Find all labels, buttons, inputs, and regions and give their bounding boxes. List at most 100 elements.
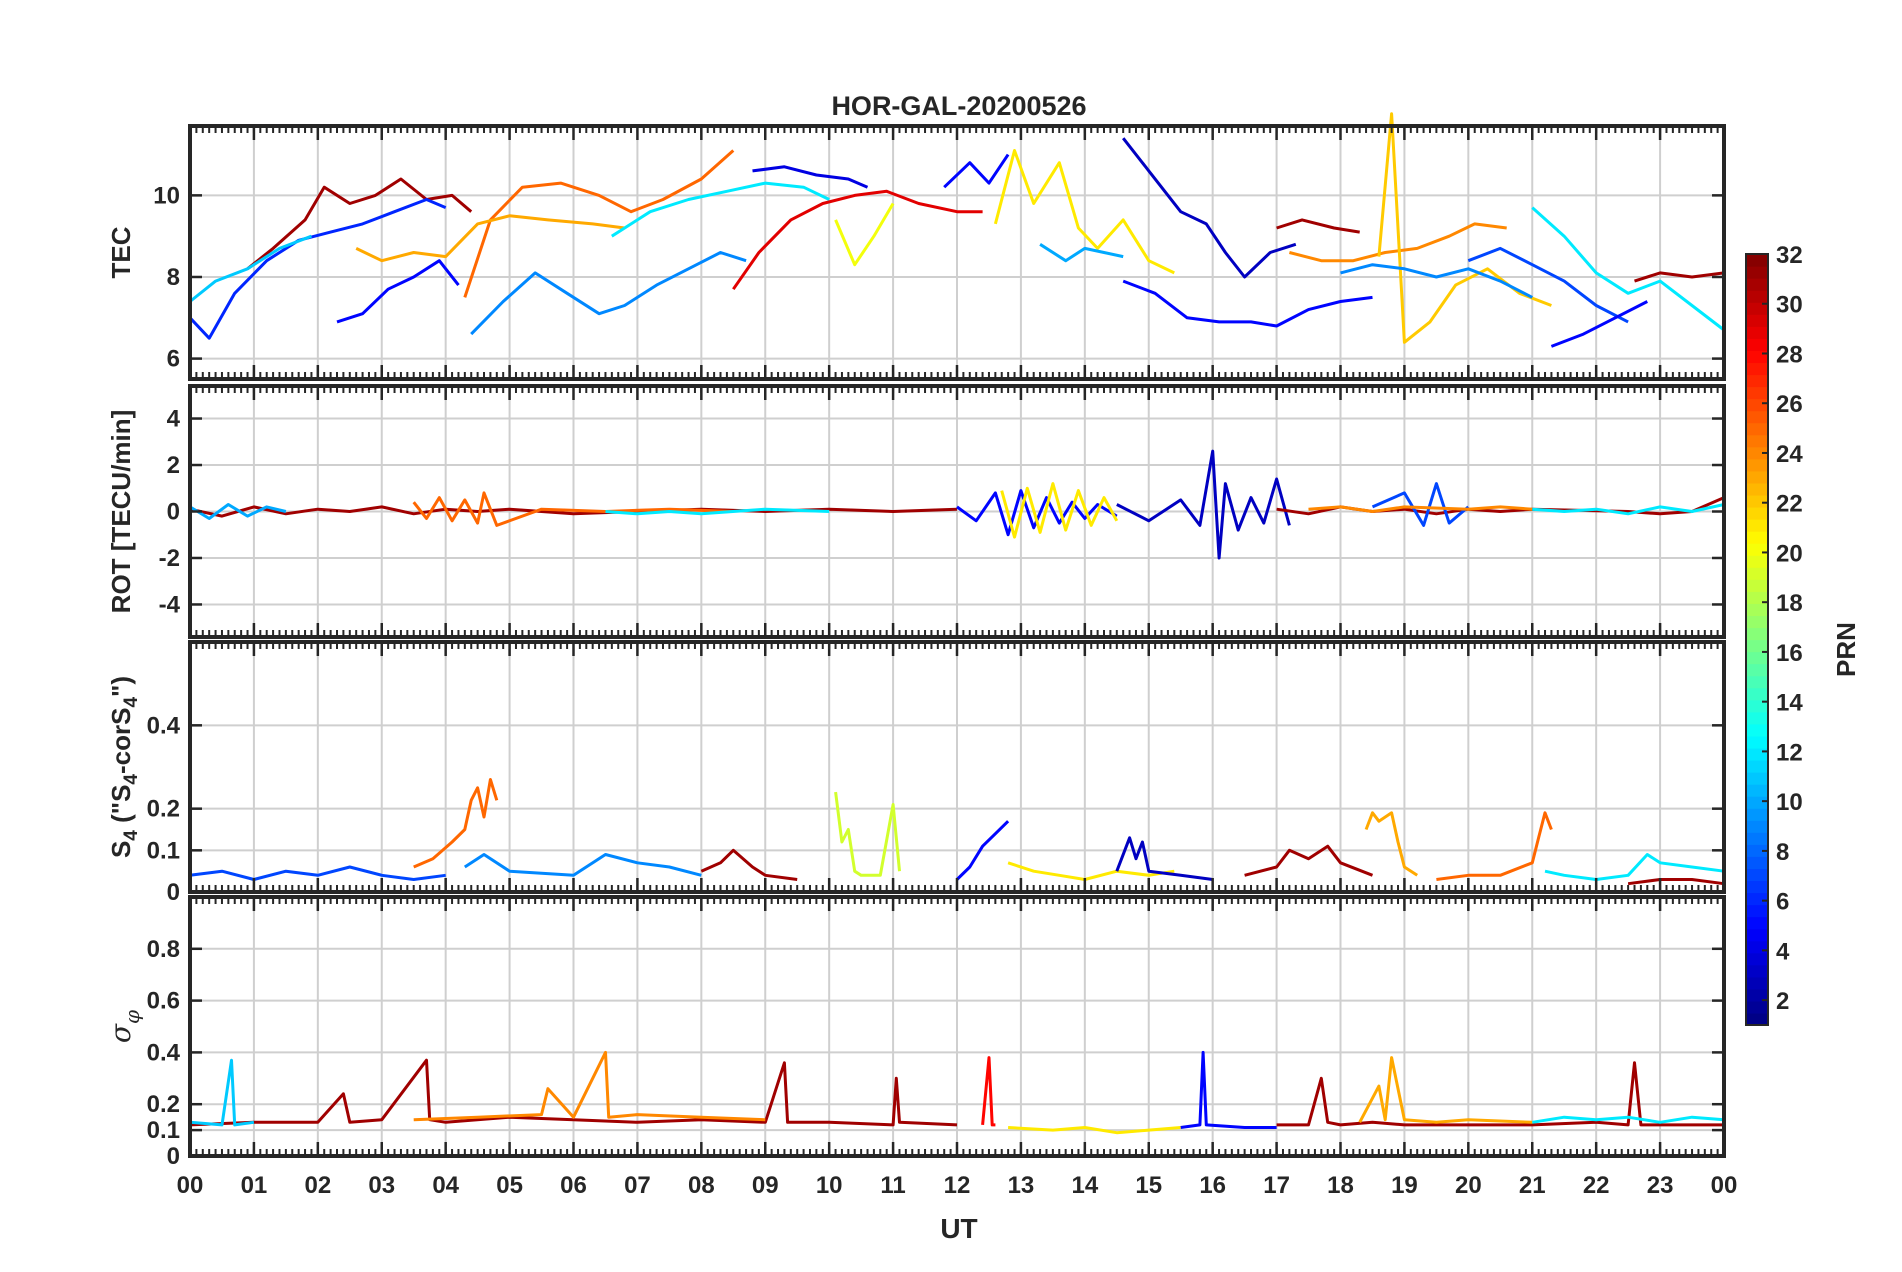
colorbar-segment xyxy=(1746,796,1768,809)
colorbar-tick-label: 12 xyxy=(1776,739,1803,766)
series-line-prn-24 xyxy=(1308,505,1533,513)
colorbar-segment xyxy=(1746,784,1768,797)
colorbar-segment xyxy=(1746,470,1768,484)
series-line-prn-12 xyxy=(1532,1115,1725,1124)
y-tick-label: 0.2 xyxy=(147,1091,180,1118)
series-line-prn-31 xyxy=(1634,271,1725,283)
series-line-prn-31 xyxy=(1627,878,1725,886)
colorbar-tick-label: 32 xyxy=(1776,242,1803,269)
colorbar-segment xyxy=(1746,940,1768,954)
x-tick-label: 04 xyxy=(432,1172,459,1199)
series-line-prn-28 xyxy=(981,1056,996,1127)
colorbar-segment xyxy=(1746,555,1768,568)
colorbar-segment xyxy=(1746,434,1768,448)
colorbar-segment xyxy=(1746,663,1768,677)
colorbar-segment xyxy=(1746,916,1768,930)
series-line-prn-19 xyxy=(834,791,901,877)
y-tick-label: 4 xyxy=(167,406,181,433)
y-tick-label: 0.1 xyxy=(147,837,180,864)
y-tick-label: 10 xyxy=(153,182,180,209)
colorbar-segment xyxy=(1746,988,1768,1002)
x-axis-label: UT xyxy=(940,1213,977,1244)
colorbar-segment xyxy=(1746,458,1768,472)
x-tick-label: 19 xyxy=(1391,1172,1418,1199)
colorbar-segment xyxy=(1746,856,1768,869)
x-tick-label: 01 xyxy=(241,1172,268,1199)
x-tick-label: 20 xyxy=(1455,1172,1482,1199)
colorbar-segment xyxy=(1746,1012,1768,1026)
x-tick-label: 18 xyxy=(1327,1172,1354,1199)
x-tick-label: 09 xyxy=(752,1172,779,1199)
x-tick-label: 23 xyxy=(1647,1172,1674,1199)
colorbar-tick-label: 6 xyxy=(1776,889,1789,916)
colorbar-segment xyxy=(1746,735,1768,749)
panel-rot: -4 -2 0 2 4 ROT [TECU/min] xyxy=(106,384,1726,639)
colorbar-tick-label: 22 xyxy=(1776,491,1803,518)
colorbar-segment xyxy=(1746,832,1768,845)
series-line-prn-12 xyxy=(1544,853,1725,881)
colorbar-segment xyxy=(1746,820,1768,833)
colorbar-tick-label: 2 xyxy=(1776,988,1789,1015)
series-line-prn-29 xyxy=(732,189,983,291)
series-group xyxy=(188,112,1725,348)
colorbar-segment xyxy=(1746,254,1768,267)
x-tick-label: 08 xyxy=(688,1172,715,1199)
colorbar-segment xyxy=(1746,711,1768,725)
series-line-prn-31 xyxy=(1244,844,1374,877)
series-group xyxy=(189,1050,1725,1135)
y-axis-label-rot: ROT [TECU/min] xyxy=(106,410,136,614)
series-line-prn-24 xyxy=(1289,222,1507,263)
colorbar-segment xyxy=(1746,904,1768,918)
colorbar-segment xyxy=(1746,639,1768,653)
series-line-prn-9 xyxy=(470,251,747,336)
y-tick-label: 0 xyxy=(167,499,180,526)
colorbar-segment xyxy=(1746,531,1768,544)
colorbar-segment xyxy=(1746,808,1768,821)
x-tick-label: 10 xyxy=(816,1172,843,1199)
series-line-prn-12 xyxy=(605,507,830,516)
colorbar-segment xyxy=(1746,747,1768,761)
colorbar-segment xyxy=(1746,278,1768,291)
series-line-prn-11 xyxy=(189,1058,255,1127)
colorbar-label: PRN xyxy=(1831,622,1861,677)
y-axis-label-tec: TEC xyxy=(106,226,136,278)
y-tick-label: 6 xyxy=(167,346,180,373)
colorbar-segment xyxy=(1746,302,1768,315)
series-line-prn-6 xyxy=(188,198,447,340)
colorbar-segment xyxy=(1746,567,1768,580)
x-tick-label: 15 xyxy=(1135,1172,1162,1199)
y-tick-label: 0.4 xyxy=(147,712,181,739)
series-line-prn-12 xyxy=(1531,206,1725,332)
series-line-prn-4 xyxy=(752,165,869,189)
y-tick-label: 0 xyxy=(167,1143,180,1170)
colorbar-tick-label: 8 xyxy=(1776,839,1789,866)
y-axis-label-sigma: σφ xyxy=(104,1010,144,1043)
series-line-prn-31 xyxy=(1276,218,1360,234)
colorbar-segment xyxy=(1746,928,1768,942)
colorbar-tick-label: 26 xyxy=(1776,391,1803,418)
colorbar-segment xyxy=(1746,326,1768,339)
series-line-prn-7 xyxy=(1467,246,1629,324)
series-line-prn-31 xyxy=(189,1058,958,1127)
series-group xyxy=(189,449,1725,560)
colorbar-segment xyxy=(1746,506,1768,520)
y-tick-label: 0.1 xyxy=(147,1117,180,1144)
series-line-prn-12 xyxy=(1532,503,1725,516)
series-line-prn-24 xyxy=(413,1050,766,1122)
x-tick-label: 13 xyxy=(1008,1172,1035,1199)
y-tick-label: 0.6 xyxy=(147,988,180,1015)
series-line-prn-10 xyxy=(1039,243,1124,263)
panel-s4: 0 0.1 0.2 0.4S4 ("S4-corS4") xyxy=(106,640,1726,906)
colorbar-segment xyxy=(1746,398,1768,412)
colorbar-segment xyxy=(1746,651,1768,665)
colorbar-tick-label: 24 xyxy=(1776,441,1803,468)
colorbar-segment xyxy=(1746,868,1768,882)
series-line-prn-23 xyxy=(1358,1056,1533,1124)
series-line-prn-5 xyxy=(943,153,1010,189)
series-line-prn-5 xyxy=(1550,300,1648,348)
series-line-prn-5 xyxy=(1180,1050,1277,1129)
colorbar-segment xyxy=(1746,494,1768,508)
colorbar-segment xyxy=(1746,314,1768,327)
